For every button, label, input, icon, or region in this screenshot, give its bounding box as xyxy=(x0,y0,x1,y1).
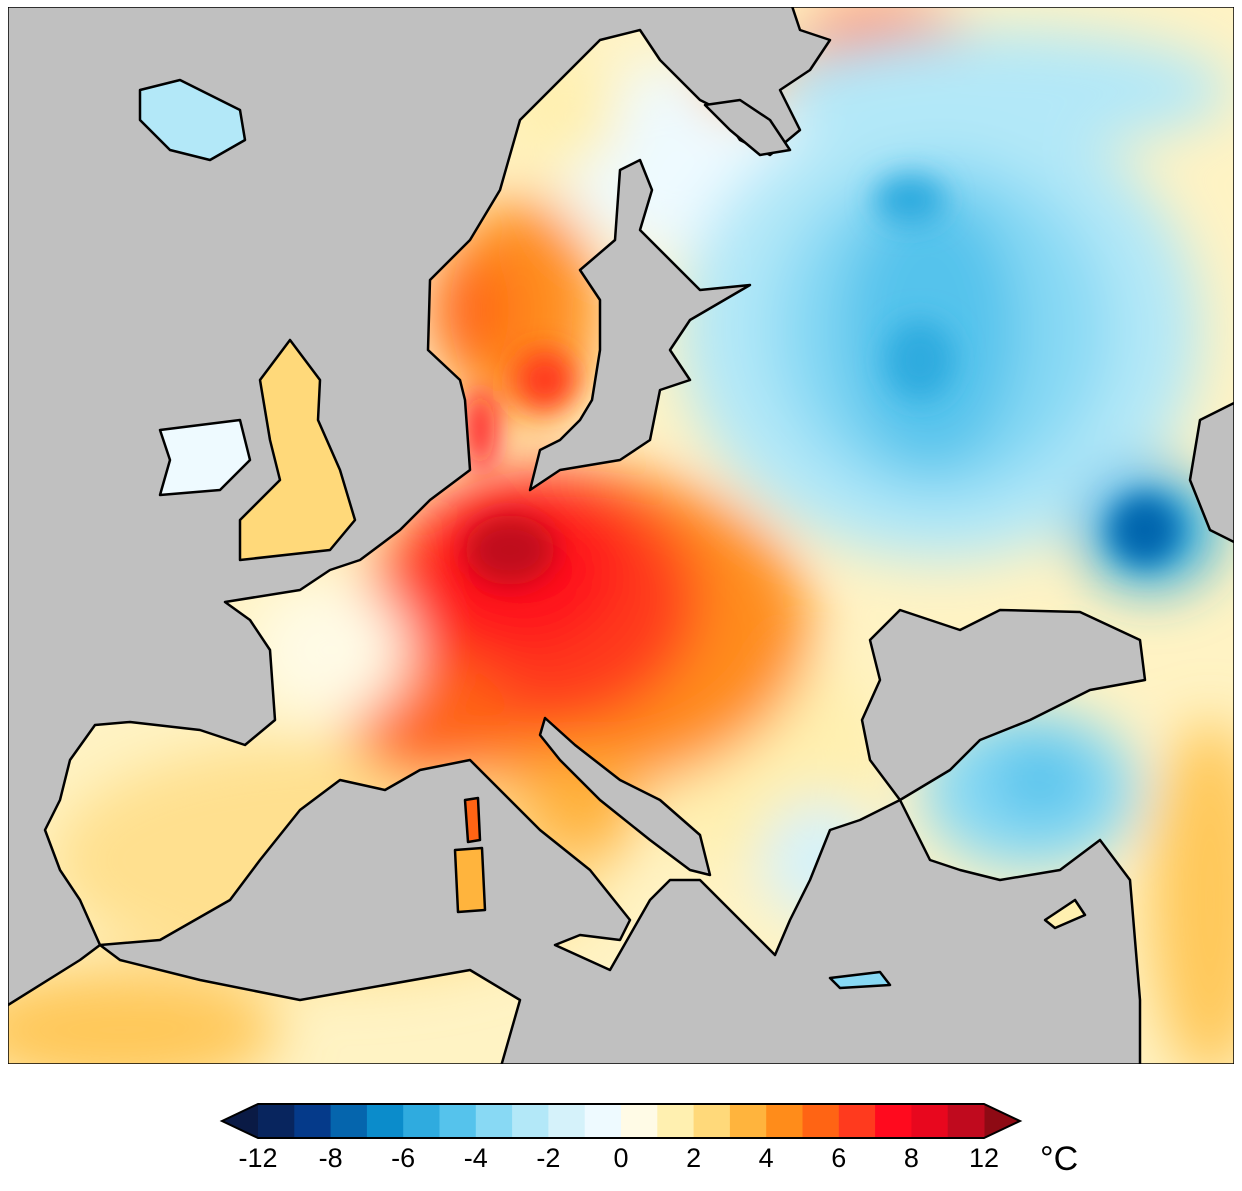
colorbar-swatch xyxy=(693,1104,731,1138)
colorbar-tick-label: -8 xyxy=(318,1143,343,1173)
colorbar-swatch xyxy=(911,1104,949,1138)
colorbar-unit: °C xyxy=(1040,1140,1079,1178)
colorbar-swatch xyxy=(875,1104,912,1138)
colorbar-outline xyxy=(219,1103,1023,1139)
colorbar-swatch xyxy=(258,1104,295,1138)
colorbar xyxy=(219,1103,1023,1139)
colorbar-swatch xyxy=(475,1104,513,1138)
iceland xyxy=(138,78,247,162)
sardinia xyxy=(453,846,487,914)
colorbar-swatch xyxy=(621,1104,658,1138)
colorbar-swatch xyxy=(330,1104,368,1138)
colorbar-swatch xyxy=(657,1104,695,1138)
colorbar-tick-label: 6 xyxy=(831,1143,847,1173)
great-britain xyxy=(238,338,357,562)
temperature-anomaly-map xyxy=(8,7,1234,1064)
adriatic-sea xyxy=(538,716,712,877)
colorbar-tick-label: 0 xyxy=(613,1143,629,1173)
colorbar-swatch xyxy=(512,1104,549,1138)
seas xyxy=(8,7,1234,1064)
colorbar-tick-label: 12 xyxy=(968,1143,1000,1173)
colorbar-swatch xyxy=(584,1104,622,1138)
ireland xyxy=(158,418,252,497)
colorbar-over-triangle xyxy=(984,1104,1020,1138)
colorbar-swatch xyxy=(439,1104,477,1138)
baltic-sea xyxy=(528,158,752,492)
colorbar-swatch xyxy=(802,1104,840,1138)
colorbar-swatch xyxy=(838,1104,876,1138)
colorbar-swatch xyxy=(729,1104,767,1138)
colorbar-swatch xyxy=(766,1104,803,1138)
colorbar-swatch xyxy=(403,1104,440,1138)
colorbar-swatch xyxy=(947,1104,985,1138)
crete xyxy=(828,970,892,990)
colorbar-tick-label: 2 xyxy=(686,1143,702,1173)
corsica xyxy=(463,796,482,844)
cyprus xyxy=(1043,898,1087,930)
colorbar-swatch xyxy=(294,1104,332,1138)
colorbar-tick-label: -2 xyxy=(536,1143,561,1173)
mediterranean-sea xyxy=(98,758,1142,1064)
colorbar-under-triangle xyxy=(222,1104,258,1138)
anomaly-core xyxy=(465,175,1180,585)
colorbar-tick-label: -6 xyxy=(391,1143,416,1173)
colorbar-tick-label: 4 xyxy=(758,1143,774,1173)
colorbar-tick-label: 8 xyxy=(903,1143,919,1173)
black-sea xyxy=(860,608,1147,802)
colorbar-tick-label: -12 xyxy=(238,1143,278,1173)
colorbar-swatch xyxy=(548,1104,586,1138)
white-sea xyxy=(703,98,792,157)
colorbar-tick-label: -4 xyxy=(463,1143,488,1173)
islands xyxy=(138,78,1087,990)
colorbar-swatch xyxy=(366,1104,404,1138)
